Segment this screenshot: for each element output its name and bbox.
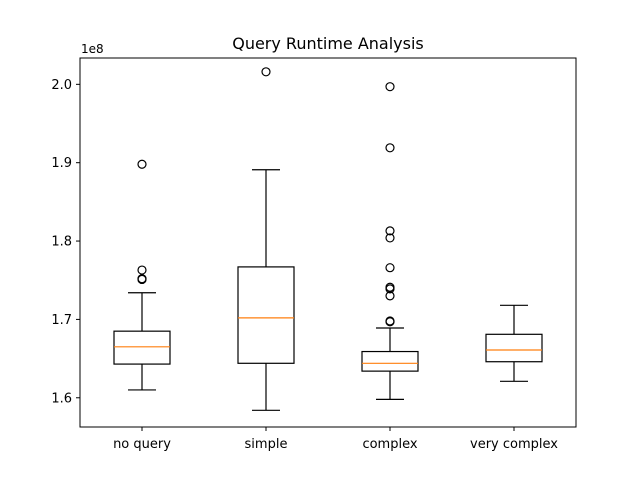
box-group (237, 67, 295, 411)
outlier-point (137, 274, 147, 284)
box-group (113, 159, 171, 391)
x-axis-ticks: no query simple complex very complex (113, 427, 558, 452)
outlier-point (385, 282, 395, 292)
interquartile-box (237, 266, 295, 364)
outlier-point (385, 226, 395, 236)
outlier-point (385, 143, 395, 153)
outlier-point (261, 67, 271, 77)
x-tick-label: complex (362, 437, 417, 452)
outlier-point (385, 82, 395, 92)
outlier-point (385, 291, 395, 301)
box-group (485, 304, 543, 382)
x-tick-label: very complex (470, 437, 558, 452)
box-group (361, 82, 419, 400)
y-tick-label: 2.0 (51, 78, 72, 93)
outlier-point (137, 265, 147, 275)
interquartile-box (361, 350, 419, 372)
y-axis-ticks: 1.6 1.7 1.8 1.9 2.0 (51, 78, 80, 406)
interquartile-box (485, 333, 543, 363)
outlier-point (385, 263, 395, 273)
y-tick-label: 1.8 (51, 235, 72, 250)
y-tick-label: 1.6 (51, 391, 72, 406)
y-tick-label: 1.9 (51, 156, 72, 171)
interquartile-box (113, 330, 171, 365)
y-axis-scale-label: 1e8 (81, 42, 104, 56)
x-tick-label: simple (245, 437, 288, 452)
box-series (113, 67, 543, 411)
x-tick-label: no query (113, 437, 171, 452)
plot-area-frame (79, 57, 577, 428)
outlier-point (385, 233, 395, 243)
y-tick-label: 1.7 (51, 313, 72, 328)
outlier-point (137, 159, 147, 169)
outlier-point (385, 316, 395, 326)
chart-title: Query Runtime Analysis (232, 34, 424, 53)
